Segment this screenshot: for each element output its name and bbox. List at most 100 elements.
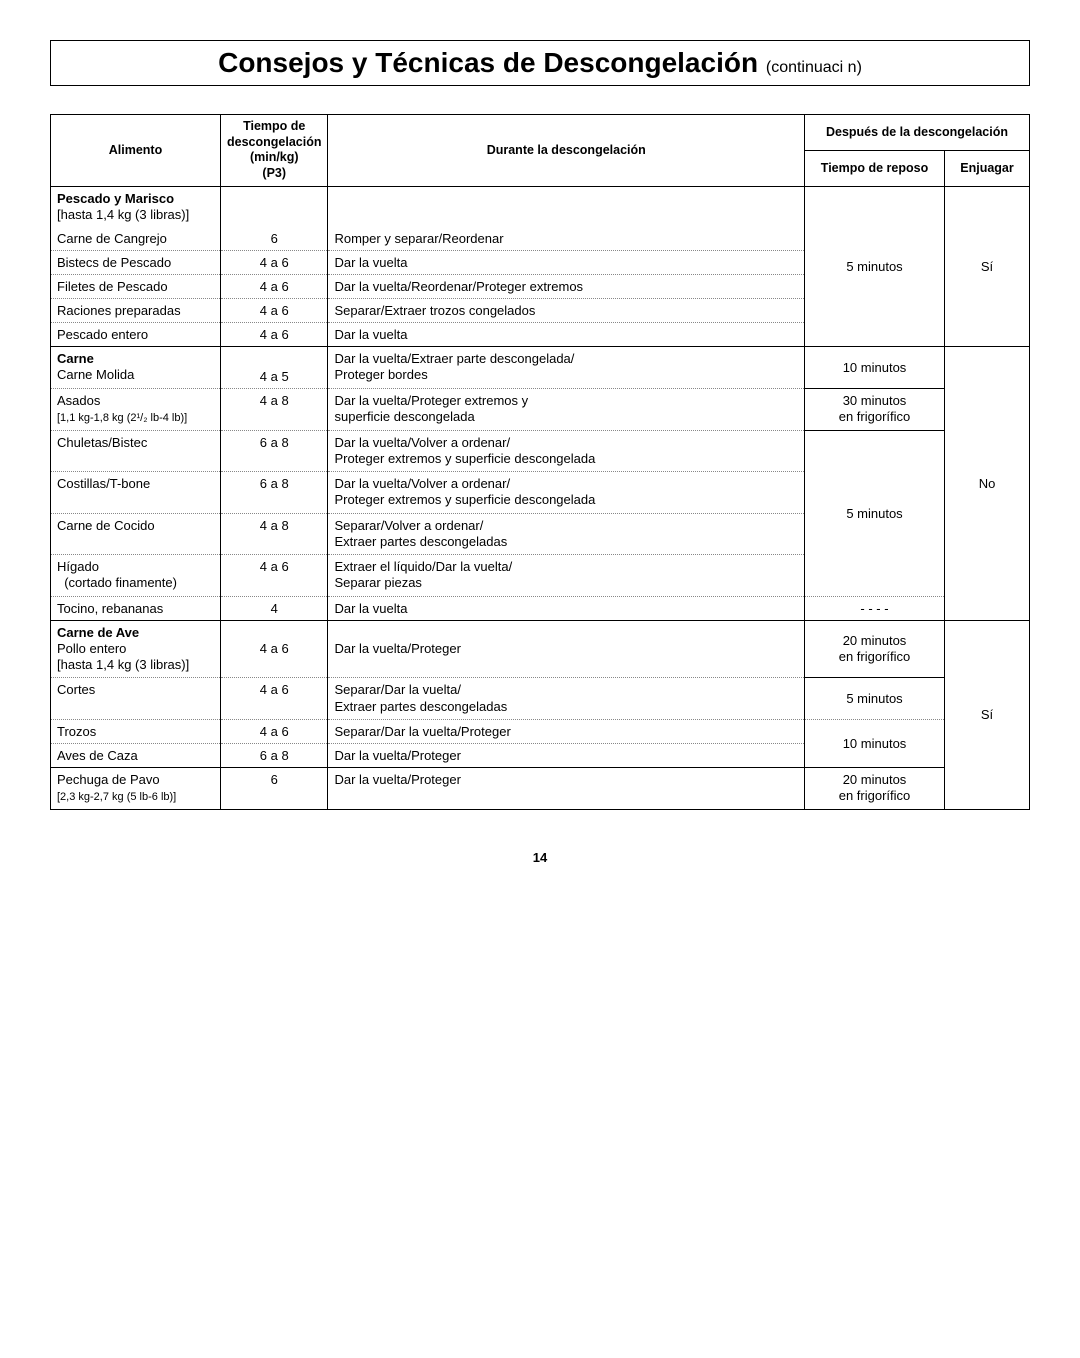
cell-reposo: 10 minutos <box>805 347 945 389</box>
cell-tiempo: 4 <box>221 596 328 620</box>
cell-blank <box>328 186 805 227</box>
cell-carne-reposo-mid: 5 minutos <box>805 430 945 596</box>
hdr-tiempo-l1: Tiempo de <box>243 119 305 133</box>
pescado-title: Pescado y Marisco <box>57 191 174 206</box>
cell-tiempo: 4 a 6 <box>221 620 328 678</box>
cell-alimento: Cortes <box>51 678 221 720</box>
cell-durante: Dar la vuelta <box>328 251 805 275</box>
pescado-sub: [hasta 1,4 kg (3 libras)] <box>57 207 189 222</box>
cell-durante: Extraer el líquido/Dar la vuelta/ Separa… <box>328 555 805 597</box>
durante-l2: superficie descongelada <box>334 409 474 424</box>
cell-durante: Dar la vuelta/Extraer parte descongelada… <box>328 347 805 389</box>
higado-l1: Hígado <box>57 559 99 574</box>
title-text: Consejos y Técnicas de Descongelación <box>218 47 758 78</box>
row-asados: Asados [1,1 kg-1,8 kg (2¹/₂ lb-4 lb)] 4 … <box>51 388 1030 430</box>
cell-tiempo: 4 a 8 <box>221 513 328 555</box>
pollo-l2: Pollo entero <box>57 641 126 656</box>
durante-l1: Dar la vuelta/Volver a ordenar/ <box>334 476 510 491</box>
cell-durante: Romper y separar/Reordenar <box>328 227 805 251</box>
cell-durante: Separar/Extraer trozos congelados <box>328 299 805 323</box>
row-pechuga: Pechuga de Pavo [2,3 kg-2,7 kg (5 lb-6 l… <box>51 767 1030 809</box>
hdr-tiempo-l2: descongelación <box>227 135 321 149</box>
cell-tiempo: 6 a 8 <box>221 430 328 472</box>
row-cortes: Cortes 4 a 6 Separar/Dar la vuelta/ Extr… <box>51 678 1030 720</box>
higado-l2: (cortado finamente) <box>57 575 177 590</box>
cell-durante: Dar la vuelta/Reordenar/Proteger extremo… <box>328 275 805 299</box>
hdr-tiempo: Tiempo de descongelación (min/kg) (P3) <box>221 115 328 187</box>
cell-blank <box>221 186 328 227</box>
hdr-tiempo-l4: (P3) <box>262 166 286 180</box>
reposo-l1: 20 minutos <box>843 633 907 648</box>
durante-l2: Separar piezas <box>334 575 421 590</box>
durante-l2: Extraer partes descongeladas <box>334 534 507 549</box>
title-continuation: (continuaci n) <box>766 59 862 76</box>
pechuga-l1: Pechuga de Pavo <box>57 772 160 787</box>
durante-l2: Proteger extremos y superficie descongel… <box>334 451 595 466</box>
cell-alimento: Carne Carne Molida <box>51 347 221 389</box>
cell-pescado-enjuagar: Sí <box>945 186 1030 347</box>
cell-alimento: Aves de Caza <box>51 743 221 767</box>
cell-reposo: 5 minutos <box>805 678 945 720</box>
cell-durante: Dar la vuelta <box>328 323 805 347</box>
cell-reposo: 30 minutos en frigorífico <box>805 388 945 430</box>
cell-reposo: 20 minutos en frigorífico <box>805 620 945 678</box>
page-title: Consejos y Técnicas de Descongelación (c… <box>63 47 1017 79</box>
cell-alimento: Bistecs de Pescado <box>51 251 221 275</box>
cell-durante: Separar/Volver a ordenar/ Extraer partes… <box>328 513 805 555</box>
cell-tiempo: 6 a 8 <box>221 472 328 514</box>
asados-l1: Asados <box>57 393 100 408</box>
cell-alimento: Pechuga de Pavo [2,3 kg-2,7 kg (5 lb-6 l… <box>51 767 221 809</box>
row-trozos: Trozos 4 a 6 Separar/Dar la vuelta/Prote… <box>51 719 1030 743</box>
cell-durante: Dar la vuelta/Proteger extremos y superf… <box>328 388 805 430</box>
cell-tiempo: 6 <box>221 767 328 809</box>
row-pollo: Carne de Ave Pollo entero [hasta 1,4 kg … <box>51 620 1030 678</box>
reposo-l2: en frigorífico <box>839 409 911 424</box>
durante-l1: Dar la vuelta/Volver a ordenar/ <box>334 435 510 450</box>
cell-alimento: Hígado (cortado finamente) <box>51 555 221 597</box>
row-tocino: Tocino, rebananas 4 Dar la vuelta - - - … <box>51 596 1030 620</box>
reposo-l1: 30 minutos <box>843 393 907 408</box>
cell-durante: Dar la vuelta/Proteger <box>328 743 805 767</box>
cell-tiempo: 4 a 6 <box>221 251 328 275</box>
cell-pescado-title: Pescado y Marisco [hasta 1,4 kg (3 libra… <box>51 186 221 227</box>
cell-reposo: 20 minutos en frigorífico <box>805 767 945 809</box>
row-carne-molida: Carne Carne Molida 4 a 5 Dar la vuelta/E… <box>51 347 1030 389</box>
hdr-alimento: Alimento <box>51 115 221 187</box>
cell-durante: Dar la vuelta/Proteger <box>328 620 805 678</box>
hdr-tiempo-l3: (min/kg) <box>250 150 299 164</box>
cell-alimento: Pescado entero <box>51 323 221 347</box>
hdr-enjuagar: Enjuagar <box>945 150 1030 186</box>
row-pescado-header: Pescado y Marisco [hasta 1,4 kg (3 libra… <box>51 186 1030 227</box>
durante-l1: Dar la vuelta/Proteger extremos y <box>334 393 528 408</box>
defrost-table: Alimento Tiempo de descongelación (min/k… <box>50 114 1030 810</box>
hdr-despues: Después de la descongelación <box>805 115 1030 151</box>
cell-reposo: 10 minutos <box>805 719 945 767</box>
cell-durante: Dar la vuelta/Volver a ordenar/ Proteger… <box>328 472 805 514</box>
cell-alimento: Tocino, rebananas <box>51 596 221 620</box>
page-title-box: Consejos y Técnicas de Descongelación (c… <box>50 40 1030 86</box>
cell-alimento: Filetes de Pescado <box>51 275 221 299</box>
durante-l2: Proteger bordes <box>334 367 427 382</box>
pechuga-l2: [2,3 kg-2,7 kg (5 lb-6 lb)] <box>57 791 176 803</box>
cell-tiempo: 4 a 5 <box>221 347 328 389</box>
cell-ave-enjuagar: Sí <box>945 620 1030 809</box>
cell-reposo: - - - - <box>805 596 945 620</box>
cell-tiempo: 4 a 6 <box>221 299 328 323</box>
cell-alimento: Asados [1,1 kg-1,8 kg (2¹/₂ lb-4 lb)] <box>51 388 221 430</box>
cell-tiempo: 6 <box>221 227 328 251</box>
cell-tiempo: 6 a 8 <box>221 743 328 767</box>
cell-carne-enjuagar: No <box>945 347 1030 621</box>
cell-pescado-reposo: 5 minutos <box>805 186 945 347</box>
hdr-reposo: Tiempo de reposo <box>805 150 945 186</box>
cell-alimento: Raciones preparadas <box>51 299 221 323</box>
cell-alimento: Carne de Ave Pollo entero [hasta 1,4 kg … <box>51 620 221 678</box>
cell-tiempo: 4 a 6 <box>221 719 328 743</box>
cell-alimento: Chuletas/Bistec <box>51 430 221 472</box>
pollo-l3: [hasta 1,4 kg (3 libras)] <box>57 657 189 672</box>
cell-durante: Dar la vuelta <box>328 596 805 620</box>
cell-durante: Dar la vuelta/Proteger <box>328 767 805 809</box>
reposo-l2: en frigorífico <box>839 649 911 664</box>
reposo-l2: en frigorífico <box>839 788 911 803</box>
reposo-l1: 20 minutos <box>843 772 907 787</box>
durante-l2: Extraer partes descongeladas <box>334 699 507 714</box>
